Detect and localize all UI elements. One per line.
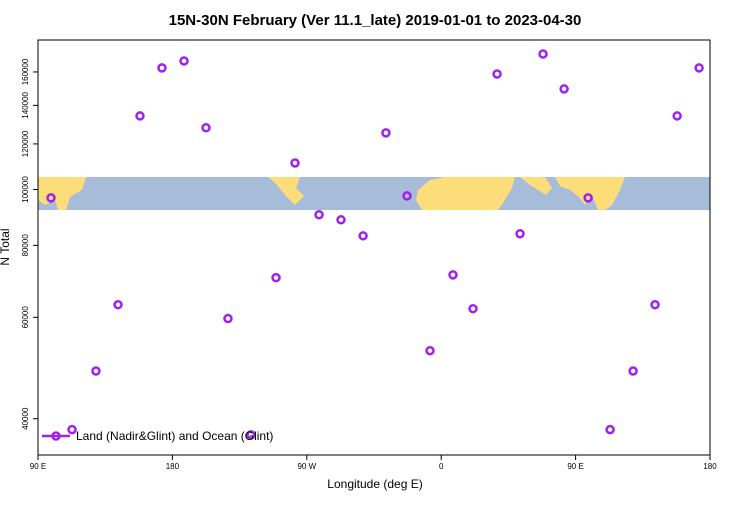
point (468, 303, 478, 314)
point (290, 158, 300, 168)
point (492, 69, 502, 79)
point (157, 63, 167, 73)
legend-label: Land (Nadir&Glint) and Ocean (Glint) (76, 429, 273, 443)
y-axis-label: N Total (0, 228, 12, 265)
point (201, 123, 211, 133)
x-tick-label: 90 E (30, 462, 46, 471)
point (559, 84, 569, 94)
point (650, 299, 660, 310)
land (520, 177, 552, 195)
point (271, 272, 281, 283)
y-tick-label: 40000 (21, 407, 30, 430)
point (628, 366, 638, 376)
point (113, 299, 123, 310)
x-tick-label: 90 E (567, 462, 583, 471)
y-tick-label: 60000 (21, 306, 30, 329)
y-tick-label: 120000 (21, 130, 30, 157)
point (425, 345, 435, 356)
x-tick-label: 180 (166, 462, 180, 471)
point (46, 193, 56, 203)
legend-marker (51, 431, 61, 441)
point (402, 191, 412, 201)
land (555, 177, 625, 210)
point (381, 128, 391, 138)
y-tick-label: 80000 (21, 234, 30, 257)
land (416, 177, 515, 210)
plot-frame (37, 39, 711, 456)
point (91, 366, 101, 376)
y-tick-label: 100000 (21, 176, 30, 203)
point (223, 313, 233, 324)
y-tick-label: 140000 (21, 91, 30, 118)
point (515, 228, 525, 239)
point (358, 231, 368, 241)
y-tick-label: 160000 (21, 58, 30, 85)
x-tick-label: 180 (703, 462, 717, 471)
point (605, 424, 615, 435)
point (67, 424, 77, 435)
point (314, 210, 324, 220)
point (246, 430, 256, 440)
point (672, 111, 682, 121)
land (268, 177, 304, 205)
point (538, 49, 548, 59)
x-tick-label: 90 W (297, 462, 316, 471)
chart-title: 15N-30N February (Ver 11.1_late) 2019-01… (169, 12, 582, 29)
point (336, 215, 346, 225)
point (135, 111, 145, 121)
x-tick-label: 0 (439, 462, 444, 471)
point (179, 56, 189, 66)
point (694, 63, 704, 73)
x-axis-label: Longitude (deg E) (327, 477, 422, 491)
point (448, 270, 458, 280)
map-strip (38, 177, 710, 210)
point (583, 193, 593, 203)
